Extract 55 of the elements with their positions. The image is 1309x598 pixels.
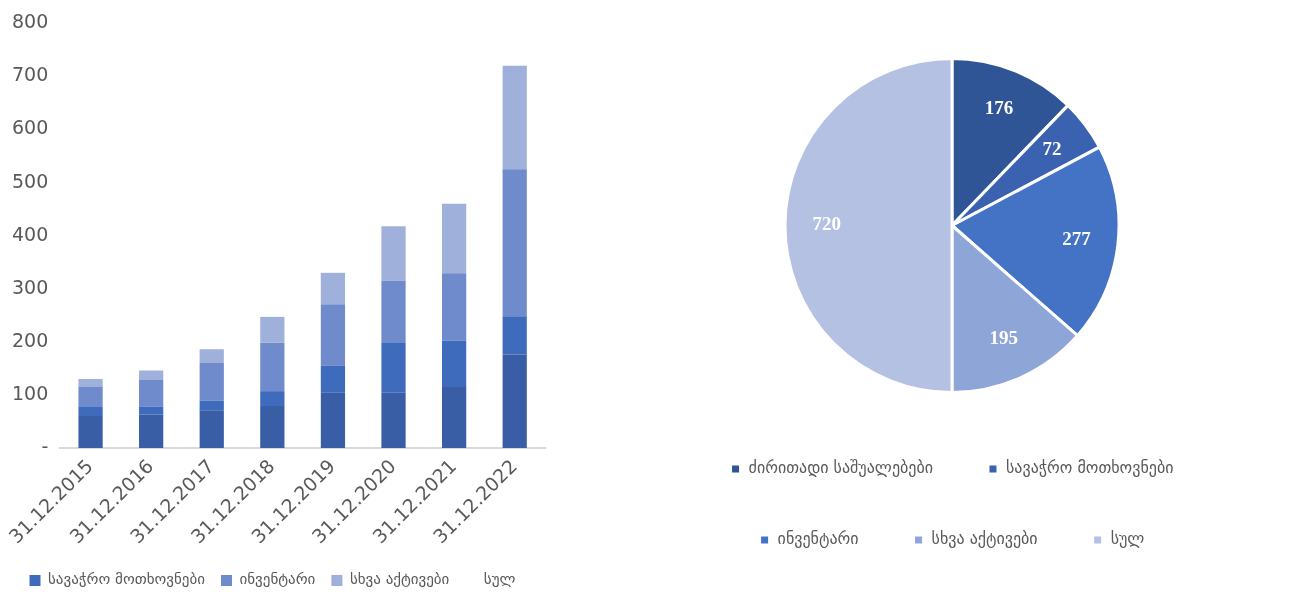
bar	[139, 370, 164, 380]
bar	[381, 392, 406, 448]
bar	[320, 304, 346, 366]
bar	[199, 363, 224, 401]
bar	[381, 280, 406, 343]
bar	[78, 416, 103, 448]
bar	[502, 316, 527, 355]
data-label: 72	[1042, 138, 1062, 160]
bar	[199, 400, 224, 411]
y-tick-label: 400	[12, 222, 49, 245]
y-tick-label: 500	[12, 169, 49, 192]
bar	[260, 342, 285, 392]
bar	[139, 406, 164, 415]
bar	[320, 392, 346, 448]
bar	[381, 342, 406, 393]
data-label: 176	[984, 97, 1014, 119]
bar	[139, 414, 164, 448]
bar	[381, 226, 406, 281]
y-tick-label: 800	[12, 10, 49, 33]
bar	[260, 316, 285, 343]
bar	[260, 406, 285, 448]
text: სულ	[483, 570, 516, 589]
bar	[78, 386, 103, 408]
bar	[199, 349, 224, 364]
bar	[320, 272, 346, 305]
legend-label: სხვა აქტივები	[931, 529, 1038, 549]
bar	[139, 379, 164, 407]
legend-label: ინვენტარი	[239, 570, 316, 589]
legend-label: ძირითადი საშუალებები	[748, 458, 933, 478]
legend-label: სულ	[1110, 529, 1145, 549]
bar	[502, 354, 527, 448]
bar	[320, 365, 346, 393]
bar	[441, 203, 467, 274]
data-label: 720	[812, 213, 841, 235]
bar	[78, 378, 103, 387]
data-label: 277	[1062, 227, 1092, 249]
bar	[441, 386, 467, 448]
y-tick-label: 700	[12, 63, 49, 86]
legend-label: ინვენტარი	[777, 529, 859, 549]
bar	[199, 410, 224, 448]
y-tick-label: 200	[12, 328, 49, 351]
bar	[502, 65, 527, 170]
bar	[502, 169, 527, 317]
bar	[78, 407, 103, 417]
legend-label: სავაჭრო მოთხოვნები	[48, 570, 206, 589]
bar	[260, 391, 285, 407]
data-label: 195	[989, 327, 1018, 349]
legend-label: სხვა აქტივები	[349, 570, 450, 589]
y-tick-label: 600	[12, 116, 49, 139]
bar	[441, 273, 467, 341]
legend-label: სავაჭრო მოთხოვნები	[1005, 458, 1174, 478]
bar	[441, 340, 467, 387]
y-tick-label: -	[41, 434, 49, 457]
y-tick-label: 300	[12, 275, 49, 298]
y-tick-label: 100	[12, 381, 49, 404]
